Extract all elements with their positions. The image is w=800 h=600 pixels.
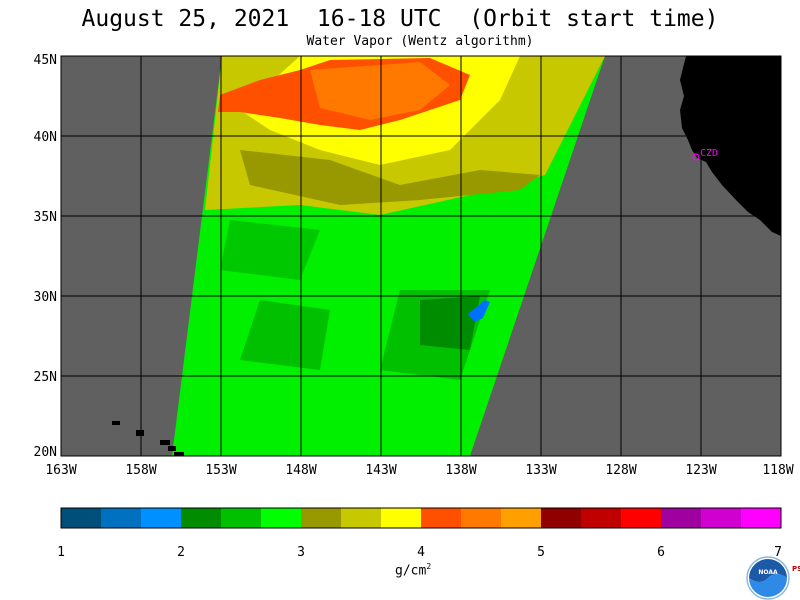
lon-label: 128W: [605, 463, 636, 478]
latitude-labels: 45N 40N 35N 30N 25N 20N: [34, 53, 57, 460]
lat-label: 30N: [34, 290, 57, 305]
station-circle: [692, 153, 700, 161]
lon-label: 143W: [365, 463, 396, 478]
lon-label: 163W: [45, 463, 76, 478]
unit-exponent: 2: [426, 562, 432, 571]
colorbar-swatch: [661, 508, 701, 528]
swath-orange-light: [310, 62, 450, 120]
colorbar-swatch: [261, 508, 301, 528]
map-frame: [60, 55, 782, 457]
colorbar-swatch: [421, 508, 461, 528]
colorbar-ticks: 1 2 3 4 5 6 7: [57, 545, 782, 560]
lon-label: 118W: [762, 463, 793, 478]
colorbar-swatch: [141, 508, 181, 528]
colorbar-tick-label: 6: [657, 545, 665, 560]
lat-label: 25N: [34, 370, 57, 385]
unit-text: g/cm: [395, 563, 427, 579]
swath-olive-dark: [240, 150, 540, 205]
swath-darkgreen-c: [220, 220, 320, 280]
swath-darkgreen-d: [420, 296, 480, 350]
lon-label: 153W: [205, 463, 236, 478]
colorbar-swatch: [461, 508, 501, 528]
lon-label: 133W: [525, 463, 556, 478]
psl-label: PSL: [792, 565, 800, 573]
colorbar: [60, 507, 782, 529]
colorbar-unit: g/cm2: [395, 562, 431, 578]
colorbar-swatch: [101, 508, 141, 528]
swath-blue: [468, 300, 490, 322]
lat-label: 45N: [34, 53, 57, 68]
lat-label: 40N: [34, 130, 57, 145]
colorbar-swatch: [381, 508, 421, 528]
lon-label: 138W: [445, 463, 476, 478]
map-subtitle: Water Vapor (Wentz algorithm): [306, 34, 534, 49]
hawaii-islands: [112, 421, 184, 456]
lon-label: 158W: [125, 463, 156, 478]
station-marker: CZD: [692, 148, 718, 161]
colorbar-swatch: [581, 508, 621, 528]
colorbar-swatch: [341, 508, 381, 528]
lon-label: 148W: [285, 463, 316, 478]
colorbar-swatch: [541, 508, 581, 528]
colorbar-tick-label: 4: [417, 545, 425, 560]
colorbar-tick-label: 5: [537, 545, 545, 560]
colorbar-swatch: [701, 508, 741, 528]
colorbar-tick-label: 3: [297, 545, 305, 560]
noaa-logo: NOAA: [746, 556, 790, 600]
swath-darkgreen-b: [240, 300, 330, 370]
colorbar-swatch: [741, 508, 781, 528]
colorbar-frame: [60, 507, 782, 529]
colorbar-swatch: [61, 508, 101, 528]
colorbar-swatch: [181, 508, 221, 528]
logo-text: NOAA: [758, 569, 778, 576]
station-label: CZD: [700, 148, 718, 159]
colorbar-swatch: [501, 508, 541, 528]
lat-label: 35N: [34, 210, 57, 225]
lat-label: 20N: [34, 445, 57, 460]
colorbar-tick-label: 2: [177, 545, 185, 560]
colorbar-tick-label: 7: [774, 545, 782, 560]
map-title: August 25, 2021 16-18 UTC (Orbit start t…: [81, 6, 719, 32]
colorbar-tick-label: 1: [57, 545, 65, 560]
lon-label: 123W: [685, 463, 716, 478]
longitude-labels: 163W 158W 153W 148W 143W 138W 133W 128W …: [45, 463, 793, 478]
map-gridlines: [61, 56, 781, 456]
colorbar-swatch: [221, 508, 261, 528]
colorbar-swatch: [301, 508, 341, 528]
colorbar-swatch: [621, 508, 661, 528]
land-california: [680, 56, 781, 236]
